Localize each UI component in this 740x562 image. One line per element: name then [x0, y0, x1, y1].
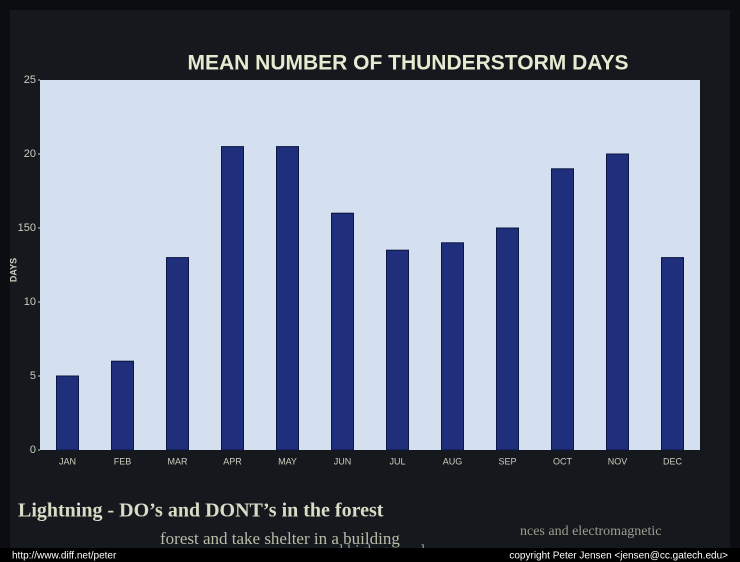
bar — [606, 153, 629, 451]
y-tick-label: 150 — [18, 222, 36, 234]
footer-bar — [0, 548, 740, 562]
x-tick-label: DEC — [663, 456, 683, 466]
x-tick-label: JUL — [389, 456, 405, 466]
sign-heading: Lightning - DO’s and DONT’s in the fores… — [18, 500, 384, 522]
bar — [111, 360, 134, 451]
bar — [276, 146, 299, 451]
chart-title: MEAN NUMBER OF THUNDERSTORM DAYS — [187, 52, 628, 75]
bar — [331, 212, 354, 451]
x-tick-label: OCT — [553, 456, 573, 466]
y-tick-label: 5 — [30, 370, 36, 382]
bar — [56, 375, 79, 451]
x-tick-label: SEP — [498, 456, 516, 466]
sign-line: nces and electromagnetic — [520, 524, 661, 539]
footer-right: copyright Peter Jensen <jensen@cc.gatech… — [509, 551, 728, 562]
x-tick-label: NOV — [608, 456, 628, 466]
y-axis-label: DAYS — [8, 258, 18, 282]
x-tick-label: APR — [223, 456, 242, 466]
footer-left: http://www.diff.net/peter — [12, 551, 117, 562]
y-tick-label: 10 — [24, 296, 36, 308]
bar — [661, 257, 684, 451]
bar — [386, 249, 409, 451]
bar — [551, 168, 574, 451]
bar — [496, 227, 519, 451]
bar — [441, 242, 464, 451]
x-tick-label: MAY — [278, 456, 297, 466]
y-tick-label: 25 — [24, 74, 36, 86]
x-tick-label: JAN — [59, 456, 76, 466]
x-tick-label: JUN — [334, 456, 352, 466]
y-tick-label: 0 — [30, 444, 36, 456]
x-tick-label: MAR — [168, 456, 189, 466]
x-tick-label: FEB — [114, 456, 132, 466]
sign-line: forest and take shelter in a building — [160, 529, 400, 548]
y-tick-label: 20 — [24, 148, 36, 160]
x-tick-label: AUG — [443, 456, 463, 466]
bar — [221, 146, 244, 451]
plot-area — [40, 80, 700, 450]
bar — [166, 257, 189, 451]
